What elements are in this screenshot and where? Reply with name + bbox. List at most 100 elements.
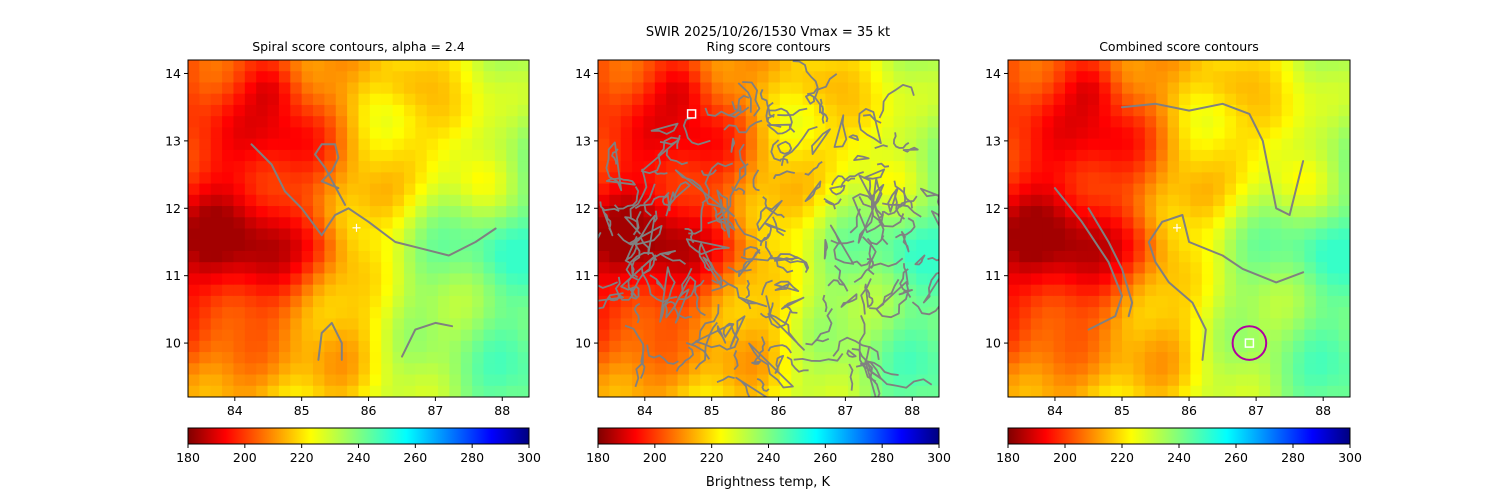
combined-heatmap-cell [1122, 262, 1134, 275]
spiral-heatmap-cell [494, 318, 507, 331]
combined-heatmap-cell [1270, 295, 1283, 308]
spiral-heatmap-cell [358, 104, 371, 117]
spiral-heatmap-cell [222, 82, 235, 95]
ring-heatmap-cell [666, 363, 679, 376]
ring-heatmap-cell [688, 149, 701, 162]
ring-heatmap-cell [711, 385, 724, 397]
spiral-heatmap-cell [199, 374, 212, 387]
ring-heatmap-cell [677, 307, 690, 319]
combined-heatmap-cell [1293, 318, 1305, 331]
combined-heatmap-cell [1224, 116, 1237, 128]
spiral-heatmap-cell [506, 161, 519, 173]
combined-heatmap-cell [1144, 295, 1157, 308]
combined-heatmap-cell [1201, 60, 1214, 72]
spiral-heatmap-cell [188, 340, 200, 353]
combined-heatmap-cell [1190, 363, 1203, 376]
ring-heatmap-cell [927, 116, 939, 128]
spiral-heatmap-cell [199, 329, 212, 342]
combined-heatmap-cell [1190, 385, 1203, 397]
y-tick-label: 14 [985, 66, 1001, 81]
combined-heatmap-cell [1315, 307, 1328, 319]
ring-heatmap-cell [666, 239, 679, 252]
spiral-heatmap-cell [210, 295, 223, 308]
spiral-heatmap-cell [222, 149, 235, 162]
spiral-heatmap-cell [449, 228, 462, 241]
combined-heatmap-cell [1247, 104, 1260, 117]
spiral-heatmap-cell [506, 318, 519, 331]
combined-heatmap-cell [1065, 194, 1077, 207]
spiral-heatmap-cell [278, 318, 291, 331]
combined-heatmap-cell [1293, 340, 1305, 353]
ring-heatmap-cell [825, 374, 838, 387]
ring-heatmap-cell [904, 116, 917, 128]
combined-heatmap-cell [1224, 307, 1237, 319]
combined-heatmap-cell [1201, 93, 1214, 106]
spiral-heatmap-cell [233, 385, 246, 397]
spiral-heatmap-cell [233, 352, 246, 364]
y-tick-label: 11 [985, 268, 1001, 283]
combined-heatmap-cell [1315, 104, 1328, 117]
spiral-heatmap-cell [290, 104, 303, 117]
spiral-heatmap-cell [313, 93, 325, 106]
spiral-heatmap-cell [426, 161, 439, 173]
combined-heatmap-cell [1201, 273, 1214, 286]
combined-heatmap-cell [1042, 340, 1055, 353]
spiral-heatmap-cell [267, 206, 280, 218]
ring-heatmap-cell [779, 295, 792, 308]
combined-heatmap-cell [1190, 60, 1203, 72]
spiral-heatmap-cell [256, 172, 269, 185]
combined-heatmap-cell [1179, 60, 1191, 72]
ring-contour-line [876, 162, 890, 168]
combined-heatmap-cell [1144, 149, 1157, 162]
combined-heatmap-cell [1315, 172, 1328, 185]
spiral-heatmap-cell [188, 374, 200, 387]
ring-heatmap-cell [791, 318, 804, 331]
spiral-heatmap-cell [256, 385, 269, 397]
combined-heatmap-cell [1270, 284, 1283, 297]
spiral-heatmap-cell [358, 116, 371, 128]
spiral-heatmap-cell [313, 284, 325, 297]
spiral-heatmap-cell [301, 318, 314, 331]
combined-heatmap-cell [1053, 60, 1066, 72]
spiral-heatmap-cell [188, 82, 200, 95]
spiral-heatmap-cell [324, 116, 337, 128]
ring-heatmap-cell [723, 273, 735, 286]
spiral-heatmap-cell [460, 273, 473, 286]
ring-heatmap-cell [927, 262, 939, 275]
ring-heatmap-cell [927, 149, 939, 162]
combined-heatmap-cell [1133, 194, 1146, 207]
combined-heatmap-cell [1019, 60, 1032, 72]
colorbar-tick-label: 280 [1281, 450, 1305, 465]
spiral-heatmap-cell [267, 172, 280, 185]
spiral-heatmap-cell [324, 228, 337, 241]
spiral-heatmap-cell [494, 116, 507, 128]
spiral-heatmap-cell [403, 183, 416, 196]
ring-contour-line [643, 253, 687, 275]
combined-heatmap-cell [1133, 127, 1146, 140]
y-tick-label: 10 [165, 336, 181, 351]
combined-heatmap-cell [1315, 295, 1328, 308]
spiral-heatmap-cell [494, 340, 507, 353]
spiral-heatmap-cell [506, 217, 519, 230]
combined-heatmap-cell [1087, 194, 1100, 207]
ring-heatmap-cell [677, 273, 690, 286]
ring-heatmap-cell [791, 172, 804, 185]
spiral-heatmap-cell [415, 149, 428, 162]
combined-heatmap-cell [1019, 352, 1032, 364]
ring-contour-line [673, 288, 690, 324]
spiral-heatmap-cell [210, 82, 223, 95]
combined-heatmap-cell [1179, 82, 1191, 95]
combined-heatmap-cell [1133, 228, 1146, 241]
ring-heatmap-cell [598, 273, 610, 286]
ring-heatmap-cell [848, 273, 861, 286]
ring-contour-line [887, 187, 899, 213]
ring-heatmap-cell [927, 172, 939, 185]
ring-contour-line [851, 241, 873, 267]
ring-heatmap-cell [688, 385, 701, 397]
spiral-heatmap-cell [199, 250, 212, 263]
ring-heatmap-cell [700, 71, 713, 84]
spiral-heatmap-cell [278, 93, 291, 106]
combined-heatmap-cell [1053, 104, 1066, 117]
ring-heatmap-cell [836, 149, 849, 162]
